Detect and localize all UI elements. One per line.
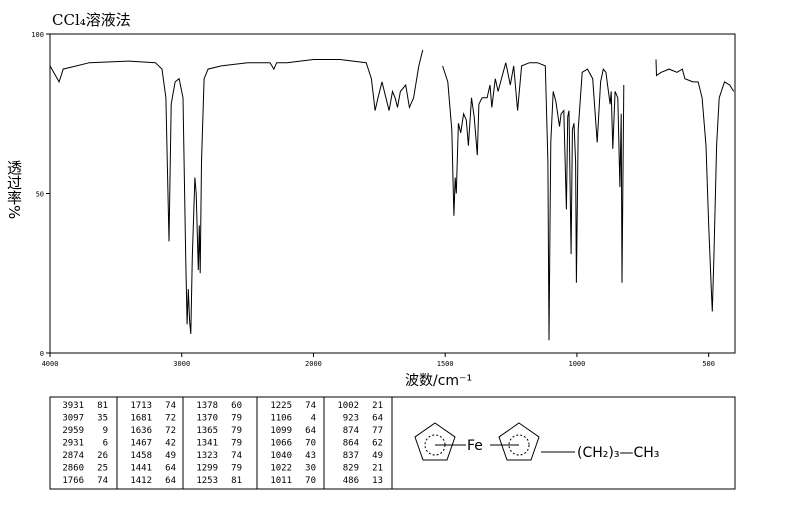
structure (414, 422, 575, 461)
peak-transmittance: 9 (103, 426, 108, 436)
peak-transmittance: 60 (231, 401, 242, 411)
peak-transmittance: 64 (165, 476, 176, 486)
peak-transmittance: 49 (165, 451, 176, 461)
peak-wavenumber: 829 (343, 464, 359, 474)
peak-wavenumber: 3097 (62, 414, 84, 424)
peak-transmittance: 72 (165, 426, 176, 436)
peak-transmittance: 79 (231, 414, 242, 424)
peak-transmittance: 74 (165, 401, 176, 411)
peak-transmittance: 26 (97, 451, 108, 461)
peak-transmittance: 79 (231, 439, 242, 449)
peak-wavenumber: 1106 (270, 414, 292, 424)
peak-transmittance: 64 (165, 464, 176, 474)
spectrum-line (49, 49, 735, 341)
peak-transmittance: 81 (97, 401, 108, 411)
peak-transmittance: 64 (372, 414, 383, 424)
peak-wavenumber: 1040 (270, 451, 292, 461)
peak-transmittance: 21 (372, 464, 383, 474)
peak-transmittance: 35 (97, 414, 108, 424)
y-tick-label: 50 (36, 191, 44, 199)
x-tick-label: 3000 (173, 360, 190, 368)
peak-wavenumber: 1636 (130, 426, 152, 436)
x-tick-label: 1500 (437, 360, 454, 368)
peak-transmittance: 13 (372, 476, 383, 486)
peak-transmittance: 25 (97, 464, 108, 474)
peak-wavenumber: 1002 (337, 401, 359, 411)
peak-transmittance: 42 (165, 439, 176, 449)
y-tick-label: 100 (31, 31, 44, 39)
peak-transmittance: 72 (165, 414, 176, 424)
peak-wavenumber: 1225 (270, 401, 292, 411)
peak-wavenumber: 1681 (130, 414, 152, 424)
y-axis-label: 透过率% (5, 160, 23, 219)
peak-transmittance: 64 (305, 426, 316, 436)
peak-transmittance: 77 (372, 426, 383, 436)
peak-wavenumber: 2959 (62, 426, 84, 436)
peak-transmittance: 74 (97, 476, 108, 486)
peak-transmittance: 74 (305, 401, 316, 411)
peak-wavenumber: 1253 (196, 476, 218, 486)
peak-transmittance: 21 (372, 401, 383, 411)
peak-wavenumber: 2874 (62, 451, 84, 461)
peak-wavenumber: 1713 (130, 401, 152, 411)
peak-wavenumber: 1412 (130, 476, 152, 486)
x-tick-label: 500 (702, 360, 715, 368)
ring (498, 422, 540, 461)
x-tick-label: 2000 (305, 360, 322, 368)
substituent-label: (CH₂)₃—CH₃ (577, 445, 659, 461)
chart-title: CCl₄溶液法 (52, 11, 131, 29)
peak-transmittance: 30 (305, 464, 316, 474)
peak-wavenumber: 1066 (270, 439, 292, 449)
peak-wavenumber: 486 (343, 476, 359, 486)
peak-wavenumber: 1011 (270, 476, 292, 486)
peak-wavenumber: 837 (343, 451, 359, 461)
peak-wavenumber: 1022 (270, 464, 292, 474)
peak-transmittance: 49 (372, 451, 383, 461)
x-axis-label: 波数/cm⁻¹ (405, 373, 472, 389)
peak-wavenumber: 1341 (196, 439, 218, 449)
peak-transmittance: 62 (372, 439, 383, 449)
x-tick-label: 1000 (568, 360, 585, 368)
peak-wavenumber: 3931 (62, 401, 84, 411)
peak-transmittance: 81 (231, 476, 242, 486)
peak-wavenumber: 1467 (130, 439, 152, 449)
peak-wavenumber: 1299 (196, 464, 218, 474)
peak-wavenumber: 2931 (62, 439, 84, 449)
metal-label: Fe (467, 438, 483, 454)
ring-circle (508, 434, 530, 456)
peak-transmittance: 43 (305, 451, 316, 461)
peak-transmittance: 6 (103, 439, 108, 449)
peak-transmittance: 4 (311, 414, 316, 424)
peak-wavenumber: 874 (343, 426, 359, 436)
peak-transmittance: 70 (305, 476, 316, 486)
peak-wavenumber: 923 (343, 414, 359, 424)
peak-wavenumber: 1370 (196, 414, 218, 424)
peak-transmittance: 74 (231, 451, 242, 461)
peak-wavenumber: 1458 (130, 451, 152, 461)
peak-wavenumber: 1766 (62, 476, 84, 486)
peak-wavenumber: 1099 (270, 426, 292, 436)
peak-wavenumber: 1365 (196, 426, 218, 436)
peak-wavenumber: 1323 (196, 451, 218, 461)
peak-wavenumber: 1441 (130, 464, 152, 474)
peak-transmittance: 79 (231, 464, 242, 474)
peak-wavenumber: 1378 (196, 401, 218, 411)
peak-transmittance: 79 (231, 426, 242, 436)
plot-frame (49, 33, 736, 354)
x-tick-label: 4000 (42, 360, 59, 368)
y-tick-label: 0 (40, 350, 44, 358)
peak-transmittance: 70 (305, 439, 316, 449)
ring (414, 422, 456, 461)
peak-wavenumber: 864 (343, 439, 359, 449)
peak-wavenumber: 2860 (62, 464, 84, 474)
